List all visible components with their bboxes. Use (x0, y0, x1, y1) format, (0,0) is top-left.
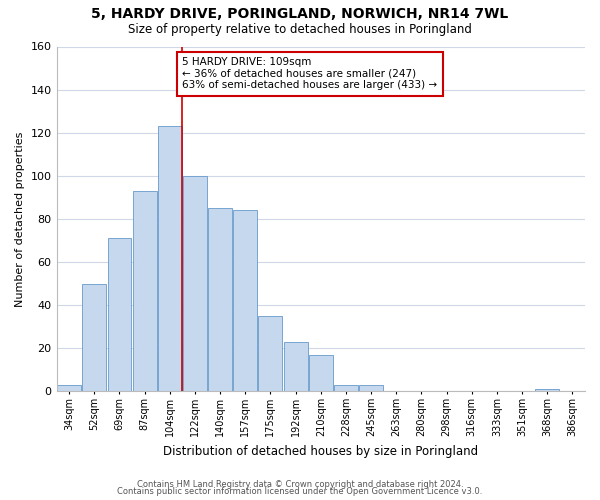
Text: Size of property relative to detached houses in Poringland: Size of property relative to detached ho… (128, 22, 472, 36)
Text: Contains public sector information licensed under the Open Government Licence v3: Contains public sector information licen… (118, 487, 482, 496)
Bar (359, 385, 383, 391)
X-axis label: Distribution of detached houses by size in Poringland: Distribution of detached houses by size … (163, 444, 478, 458)
Bar (133, 191, 157, 391)
Bar (107, 238, 131, 391)
Bar (158, 126, 182, 391)
Bar (309, 354, 333, 391)
Bar (233, 210, 257, 391)
Text: Contains HM Land Registry data © Crown copyright and database right 2024.: Contains HM Land Registry data © Crown c… (137, 480, 463, 489)
Bar (57, 385, 81, 391)
Bar (284, 342, 308, 391)
Bar (259, 316, 283, 391)
Bar (183, 176, 207, 391)
Bar (208, 208, 232, 391)
Y-axis label: Number of detached properties: Number of detached properties (15, 131, 25, 306)
Text: 5, HARDY DRIVE, PORINGLAND, NORWICH, NR14 7WL: 5, HARDY DRIVE, PORINGLAND, NORWICH, NR1… (91, 8, 509, 22)
Text: 5 HARDY DRIVE: 109sqm
← 36% of detached houses are smaller (247)
63% of semi-det: 5 HARDY DRIVE: 109sqm ← 36% of detached … (182, 58, 437, 90)
Bar (82, 284, 106, 391)
Bar (535, 389, 559, 391)
Bar (334, 385, 358, 391)
